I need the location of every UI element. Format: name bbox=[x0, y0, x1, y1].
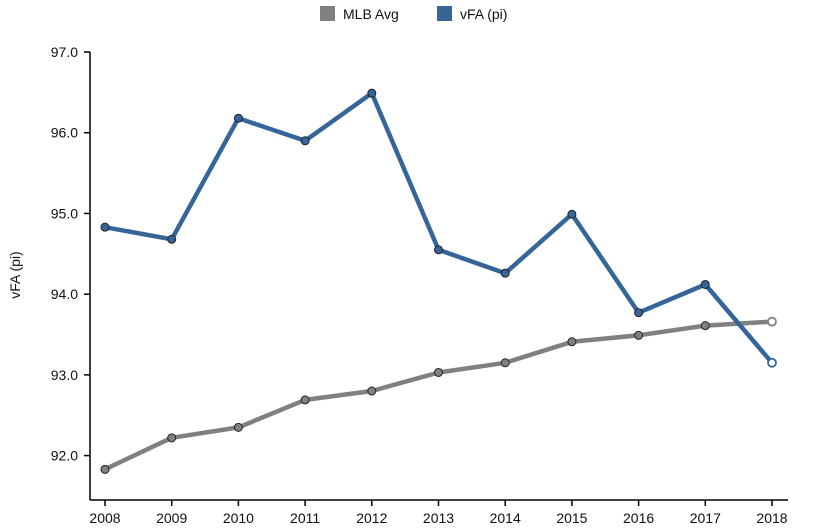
y-tick-label: 93.0 bbox=[51, 367, 78, 383]
x-tick-label: 2014 bbox=[490, 510, 521, 526]
x-tick-label: 2015 bbox=[556, 510, 587, 526]
data-point[interactable] bbox=[500, 358, 510, 368]
y-tick-label: 97.0 bbox=[51, 44, 78, 60]
legend-swatch bbox=[437, 6, 452, 21]
x-tick-label: 2010 bbox=[223, 510, 254, 526]
data-point[interactable] bbox=[434, 367, 443, 377]
y-tick-label: 94.0 bbox=[51, 286, 78, 302]
x-tick-label: 2018 bbox=[756, 510, 787, 526]
data-point[interactable] bbox=[567, 337, 577, 347]
data-point[interactable] bbox=[367, 386, 377, 396]
legend-item[interactable]: vFA (pi) bbox=[437, 6, 507, 22]
data-point[interactable] bbox=[567, 209, 577, 219]
data-point[interactable] bbox=[634, 330, 644, 340]
data-point[interactable] bbox=[300, 395, 310, 405]
x-tick-label: 2009 bbox=[156, 510, 187, 526]
data-point[interactable] bbox=[233, 422, 243, 432]
series-line bbox=[102, 90, 775, 366]
series-mlb-avg bbox=[100, 316, 777, 474]
series-line bbox=[102, 319, 775, 472]
data-point[interactable] bbox=[100, 222, 110, 232]
data-point[interactable] bbox=[233, 113, 243, 123]
x-tick-label: 2008 bbox=[89, 510, 120, 526]
x-tick-label: 2016 bbox=[623, 510, 654, 526]
x-tick-label: 2013 bbox=[423, 510, 454, 526]
y-axis-title: vFA (pi) bbox=[7, 251, 23, 298]
x-tick-label: 2011 bbox=[290, 510, 320, 526]
x-tick-label: 2017 bbox=[690, 510, 721, 526]
legend: MLB Avg vFA (pi) bbox=[320, 6, 507, 22]
data-point[interactable] bbox=[634, 308, 644, 318]
data-point[interactable] bbox=[434, 245, 443, 255]
data-point[interactable] bbox=[700, 321, 710, 331]
legend-label: MLB Avg bbox=[343, 6, 399, 22]
x-tick-label: 2012 bbox=[356, 510, 387, 526]
y-tick-label: 92.0 bbox=[51, 448, 78, 464]
series-group bbox=[100, 88, 777, 474]
data-point[interactable] bbox=[500, 268, 510, 278]
legend-label: vFA (pi) bbox=[460, 6, 507, 22]
y-tick-label: 96.0 bbox=[51, 125, 78, 141]
data-point[interactable] bbox=[100, 464, 110, 474]
data-point[interactable] bbox=[367, 88, 377, 98]
series-vfa-pi bbox=[100, 88, 777, 368]
data-point[interactable] bbox=[700, 279, 710, 289]
data-point[interactable] bbox=[167, 234, 177, 244]
legend-item[interactable]: MLB Avg bbox=[320, 6, 399, 22]
y-tick-label: 95.0 bbox=[51, 205, 78, 221]
axes: 92.0 93.0 94.0 95.0 96.0 97.0 2008 2009 2010 2011… bbox=[51, 44, 788, 526]
data-point[interactable] bbox=[167, 433, 177, 443]
legend-swatch bbox=[320, 6, 335, 21]
data-point[interactable] bbox=[767, 316, 777, 327]
data-point[interactable] bbox=[767, 357, 777, 368]
data-point[interactable] bbox=[300, 136, 310, 146]
